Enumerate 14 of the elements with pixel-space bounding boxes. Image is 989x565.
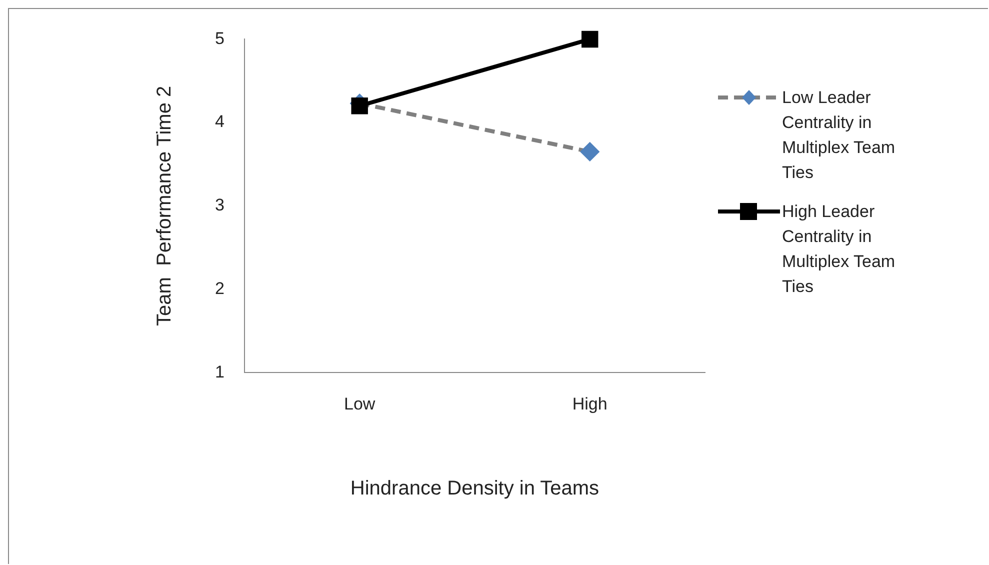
y-axis-title: Team Performance Time 2 bbox=[154, 86, 176, 326]
legend-label: High Leader Centrality in Multiplex Team Ties bbox=[782, 201, 896, 298]
point bbox=[582, 30, 598, 48]
y-tick-label: 3 bbox=[214, 196, 224, 215]
x-tick-label: Low bbox=[344, 394, 376, 414]
point bbox=[580, 142, 599, 161]
point bbox=[351, 98, 368, 114]
x-axis-title: Hindrance Density in Teams bbox=[350, 478, 600, 500]
legend-label: Low Leader Centrality in Multiplex Team Ties bbox=[782, 87, 896, 184]
y-tick-label: 4 bbox=[214, 112, 224, 132]
y-tick-label: 1 bbox=[214, 362, 224, 382]
y-tick-label: 2 bbox=[214, 278, 224, 298]
y-tick-label: 5 bbox=[214, 28, 224, 48]
x-tick-label: High bbox=[572, 394, 608, 414]
